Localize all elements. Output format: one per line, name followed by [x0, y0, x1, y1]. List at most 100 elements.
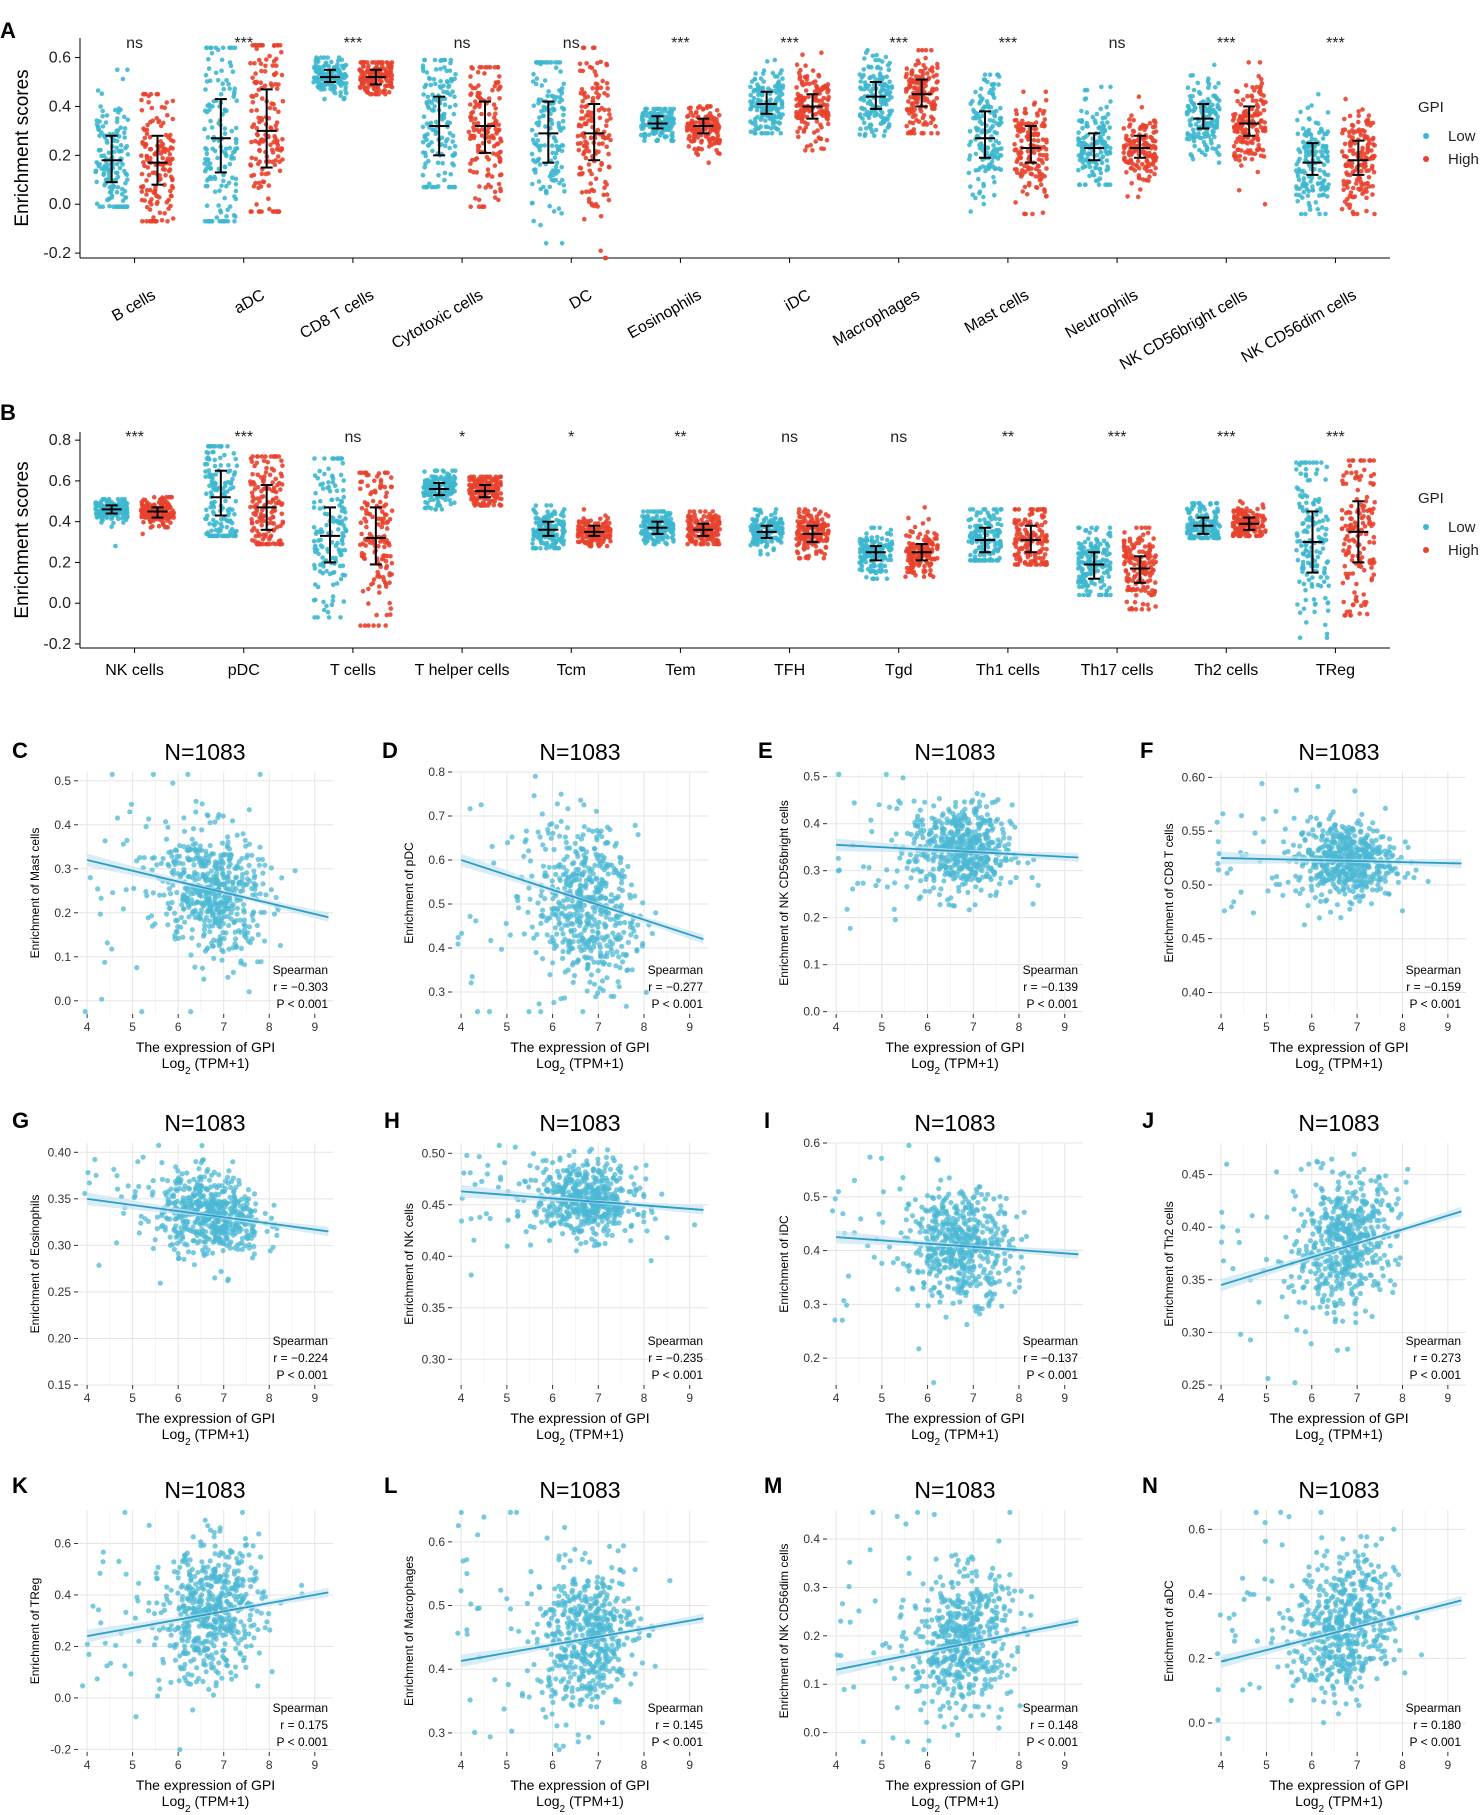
jitter-point	[869, 65, 874, 70]
jitter-point	[576, 147, 582, 153]
jitter-point	[471, 135, 477, 141]
jitter-point	[1148, 168, 1154, 174]
jitter-point	[497, 158, 503, 164]
jitter-point	[662, 134, 668, 140]
jitter-point	[442, 57, 448, 63]
jitter-point	[1020, 118, 1025, 124]
jitter-point	[1236, 188, 1242, 193]
jitter-point	[590, 99, 596, 104]
jitter-point	[553, 164, 559, 169]
jitter-point	[529, 127, 535, 133]
jitter-point	[431, 76, 437, 82]
jitter-point	[475, 120, 481, 126]
jitter-point	[498, 491, 504, 496]
jitter-point	[1099, 120, 1105, 126]
jitter-point	[218, 92, 224, 97]
jitter-point	[923, 47, 929, 53]
jitter-point	[224, 214, 229, 219]
jitter-point	[580, 45, 586, 51]
panel-letter-f: F	[1140, 738, 1153, 763]
jitter-point	[1127, 122, 1133, 127]
jitter-point	[663, 127, 668, 133]
jitter-point	[1043, 97, 1049, 103]
category-label: T helper cells	[415, 662, 510, 679]
jitter-point	[579, 104, 584, 109]
legend-marker-low	[1423, 133, 1429, 139]
jitter-point	[971, 109, 977, 115]
jitter-point	[147, 207, 153, 212]
jitter-point	[1249, 157, 1255, 162]
jitter-point	[116, 149, 122, 154]
jitter-point	[887, 90, 893, 95]
jitter-point	[1043, 89, 1049, 95]
jitter-point	[208, 45, 213, 51]
significance-label: ns	[344, 429, 361, 446]
jitter-point	[866, 83, 872, 88]
jitter-point	[982, 104, 987, 110]
jitter-point	[1150, 137, 1156, 143]
jitter-point	[586, 149, 592, 154]
jitter-point	[812, 89, 818, 94]
jitter-point	[279, 72, 285, 78]
jitter-point	[432, 104, 437, 109]
jitter-point	[434, 468, 440, 474]
jitter-point	[388, 484, 394, 490]
jitter-point	[374, 612, 379, 618]
jitter-point	[263, 171, 269, 177]
jitter-point	[450, 139, 456, 144]
jitter-point	[814, 119, 820, 124]
jitter-point	[802, 120, 808, 125]
jitter-point	[93, 169, 98, 175]
jitter-point	[341, 599, 347, 604]
jitter-point	[256, 57, 262, 63]
jitter-point	[1231, 125, 1237, 131]
jitter-point	[447, 497, 453, 503]
jitter-point	[867, 99, 873, 104]
jitter-point	[686, 106, 692, 111]
jitter-point	[1100, 115, 1106, 121]
jitter-point	[1018, 149, 1023, 154]
jitter-point	[862, 56, 867, 61]
jitter-point	[920, 69, 925, 74]
jitter-point	[990, 124, 995, 129]
jitter-point	[382, 83, 388, 89]
jitter-point	[370, 498, 376, 504]
jitter-point	[583, 155, 589, 161]
jitter-point	[280, 136, 285, 142]
jitter-point	[1216, 144, 1221, 149]
jitter-point	[1325, 110, 1331, 115]
jitter-point	[322, 96, 327, 102]
jitter-point	[269, 83, 275, 89]
jitter-point	[1188, 152, 1193, 157]
jitter-point	[254, 79, 260, 85]
jitter-point	[387, 61, 393, 66]
jitter-point	[317, 506, 323, 511]
jitter-point	[821, 146, 827, 152]
jitter-point	[1130, 166, 1135, 171]
jitter-point	[772, 125, 778, 130]
jitter-point	[914, 86, 920, 91]
jitter-point	[203, 87, 208, 92]
jitter-point	[1258, 76, 1264, 82]
jitter-point	[1103, 149, 1108, 155]
jitter-point	[714, 130, 720, 135]
jitter-point	[1365, 117, 1371, 123]
jitter-point	[1343, 162, 1349, 167]
jitter-point	[220, 45, 226, 51]
jitter-point	[706, 104, 712, 109]
jitter-point	[208, 444, 213, 449]
jitter-point	[213, 70, 219, 76]
jitter-point	[1254, 127, 1259, 133]
jitter-point	[276, 500, 282, 506]
jitter-point	[606, 151, 611, 157]
jitter-point	[556, 206, 562, 211]
jitter-point	[432, 57, 438, 63]
jitter-point	[365, 483, 371, 489]
jitter-point	[272, 162, 278, 168]
jitter-point	[589, 118, 594, 124]
jitter-point	[977, 119, 983, 124]
jitter-point	[493, 106, 499, 111]
jitter-point	[259, 522, 265, 528]
jitter-point	[431, 96, 437, 102]
jitter-point	[264, 465, 269, 471]
